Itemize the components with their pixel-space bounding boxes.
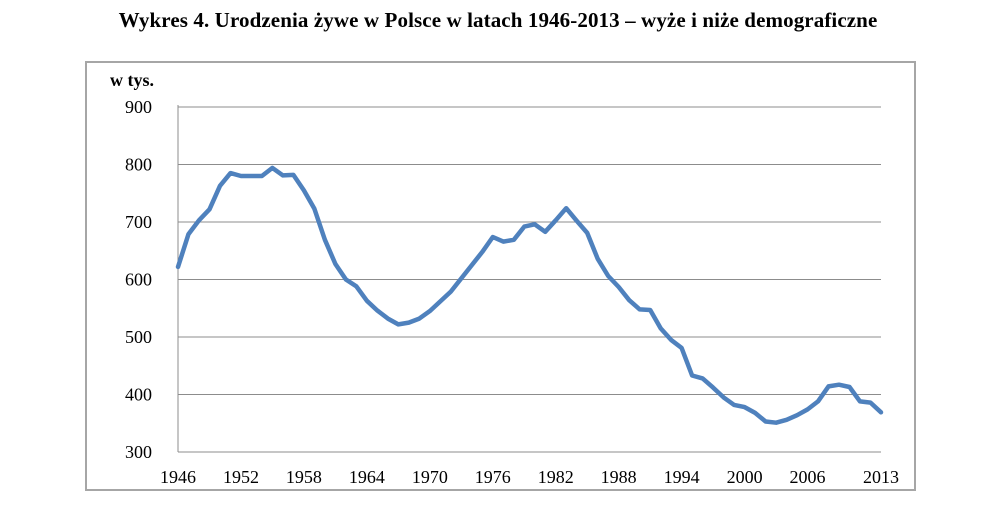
- y-tick-label: 500: [125, 327, 152, 347]
- x-tick-label: 1964: [349, 467, 385, 487]
- x-tick-label: 1988: [601, 467, 637, 487]
- x-tick-label: 1970: [412, 467, 448, 487]
- x-tick-label: 1946: [160, 467, 196, 487]
- x-tick-label: 1994: [664, 467, 700, 487]
- x-tick-label: 2013: [863, 467, 899, 487]
- x-tick-label: 2000: [727, 467, 763, 487]
- tick-labels: 300 400 500 600 700 800 900 1946 1952 1958 1964 197…: [125, 97, 899, 487]
- x-tick-label: 1982: [538, 467, 574, 487]
- y-tick-label: 900: [125, 97, 152, 117]
- x-tick-label: 2006: [790, 467, 826, 487]
- chart-title: Wykres 4. Urodzenia żywe w Polsce w lata…: [118, 8, 878, 32]
- y-tick-label: 300: [125, 442, 152, 462]
- gridlines: [178, 106, 881, 395]
- y-tick-label: 700: [125, 212, 152, 232]
- x-tick-label: 1958: [286, 467, 322, 487]
- series-line-0: [175, 165, 884, 425]
- y-tick-label: 600: [125, 270, 152, 290]
- y-tick-label: 800: [125, 155, 152, 175]
- x-tick-label: 1952: [223, 467, 259, 487]
- y-axis-unit-label: w tys.: [110, 70, 154, 90]
- chart-frame: [85, 61, 916, 491]
- axes: [177, 105, 881, 453]
- y-tick-label: 400: [125, 385, 152, 405]
- series-layer: [175, 165, 884, 425]
- x-tick-label: 1976: [475, 467, 511, 487]
